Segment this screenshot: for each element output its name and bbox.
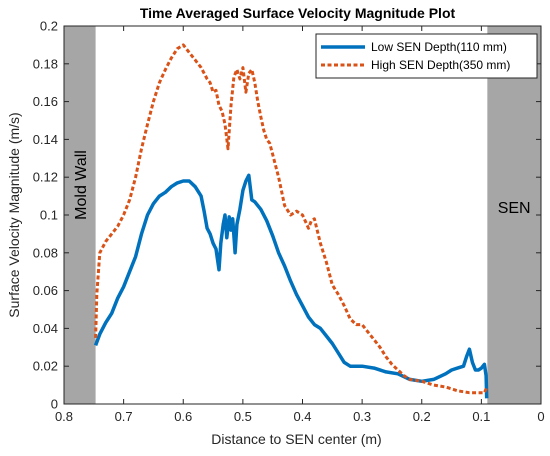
y-tick-label: 0.18 (33, 56, 58, 71)
y-tick-label: 0.06 (33, 283, 58, 298)
region-label-1: SEN (498, 200, 531, 217)
x-tick-label: 0.7 (115, 409, 133, 424)
x-tick-label: 0.6 (174, 409, 192, 424)
y-tick-label: 0.1 (40, 208, 58, 223)
series-layer (93, 43, 489, 399)
x-tick-label: 0.4 (293, 409, 311, 424)
chart-title: Time Averaged Surface Velocity Magnitude… (140, 5, 456, 21)
x-axis-label: Distance to SEN center (m) (211, 431, 381, 447)
y-tick-label: 0.08 (33, 245, 58, 260)
legend-label-high-sen: High SEN Depth(350 mm) (371, 58, 510, 72)
x-tick-label: 0.8 (55, 409, 73, 424)
shaded-region-1 (487, 26, 541, 404)
region-label-0: Mold Wall (73, 150, 90, 220)
y-tick-label: 0.04 (33, 321, 58, 336)
x-tick-label: 0.3 (353, 409, 371, 424)
x-tick-label: 0.1 (472, 409, 490, 424)
y-tick-label: 0.02 (33, 359, 58, 374)
legend: Low SEN Depth(110 mm) High SEN Depth(350… (315, 33, 538, 79)
y-tick-label: 0.16 (33, 94, 58, 109)
y-tick-label: 0.14 (33, 132, 58, 147)
x-tick-label: 0.2 (413, 409, 431, 424)
y-tick-label: 0.12 (33, 170, 58, 185)
y-tick-label: 0 (51, 397, 58, 412)
x-tick-label: 0.5 (234, 409, 252, 424)
region-layer: Mold Wall SEN (64, 26, 541, 404)
x-tick-label: 0 (537, 409, 544, 424)
y-tick-label: 0.2 (40, 19, 58, 34)
legend-label-low-sen: Low SEN Depth(110 mm) (371, 40, 507, 54)
shaded-region-0 (64, 26, 96, 404)
tick-layer: 0.8 0.7 0.6 0.5 0.4 0.3 0.2 0.1 0 0 0.02 0.04 0.06 0.… (33, 19, 545, 425)
y-axis-label: Surface Velocity Magnitude (m/s) (6, 112, 22, 317)
series-line-0 (93, 173, 489, 399)
legend-box (315, 33, 538, 79)
